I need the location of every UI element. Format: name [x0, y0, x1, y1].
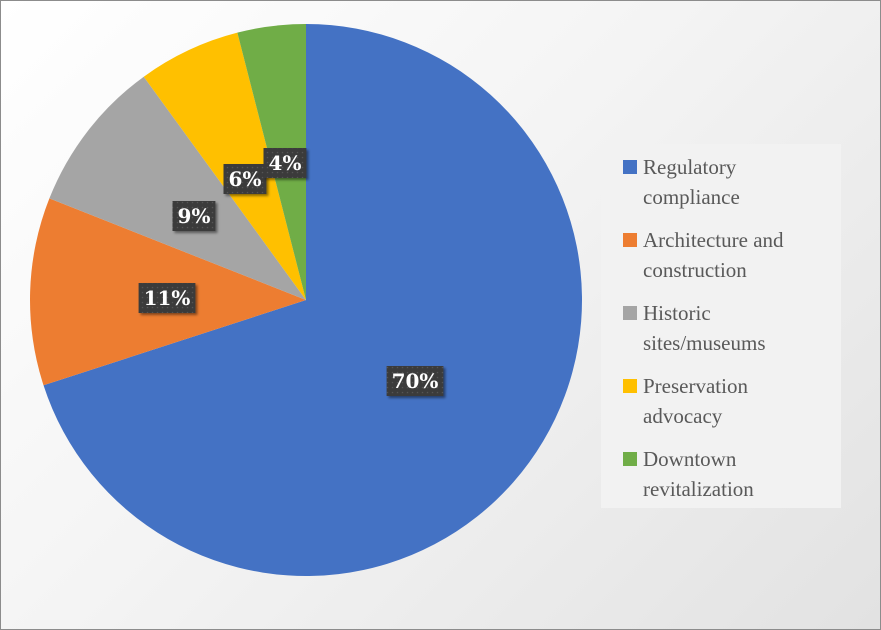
data-label-background	[263, 148, 307, 178]
legend-label-line1: Preservation	[643, 374, 748, 398]
legend-label-line1: Historic	[643, 301, 711, 325]
legend-label-line2: compliance	[643, 185, 740, 209]
data-label-text: 6%	[229, 167, 262, 191]
data-label-background	[172, 201, 216, 231]
data-label-background	[223, 164, 267, 194]
legend-label-line1: Architecture and	[643, 228, 784, 252]
data-label-text: 9%	[178, 204, 211, 228]
legend-item-historic-sites: Historic sites/museums	[623, 296, 831, 369]
chart-legend: Regulatory compliance Architecture and c…	[601, 144, 841, 508]
pie-slice-regulatory-compliance	[43, 24, 583, 577]
legend-swatch	[623, 379, 637, 393]
data-label-background	[386, 366, 444, 396]
legend-swatch	[623, 306, 637, 320]
legend-swatch	[623, 160, 637, 174]
legend-item-downtown-revitalization: Downtown revitalization	[623, 442, 831, 515]
legend-label-line1: Downtown	[643, 447, 737, 471]
legend-label-line2: revitalization	[643, 477, 754, 501]
data-label-text: 11%	[144, 286, 191, 310]
legend-item-architecture-construction: Architecture and construction	[623, 223, 831, 296]
data-label-background	[138, 283, 196, 313]
legend-swatch	[623, 233, 637, 247]
legend-label-line2: construction	[643, 258, 747, 282]
legend-item-regulatory-compliance: Regulatory compliance	[623, 150, 831, 223]
data-label-text: 4%	[269, 151, 302, 175]
legend-label-line2: sites/museums	[643, 331, 766, 355]
legend-item-preservation-advocacy: Preservation advocacy	[623, 369, 831, 442]
data-label-2: 11%	[138, 283, 196, 313]
data-label-1: 70%	[386, 366, 444, 396]
legend-swatch	[623, 452, 637, 466]
legend-label-line1: Regulatory	[643, 155, 737, 179]
pie-slice-historic-sites-museums	[49, 76, 306, 301]
data-label-text: 70%	[392, 369, 439, 393]
data-label-3: 9%	[172, 201, 216, 231]
data-label-5: 4%	[263, 148, 307, 178]
legend-label-line2: advocacy	[643, 404, 723, 428]
data-label-4: 6%	[223, 164, 267, 194]
